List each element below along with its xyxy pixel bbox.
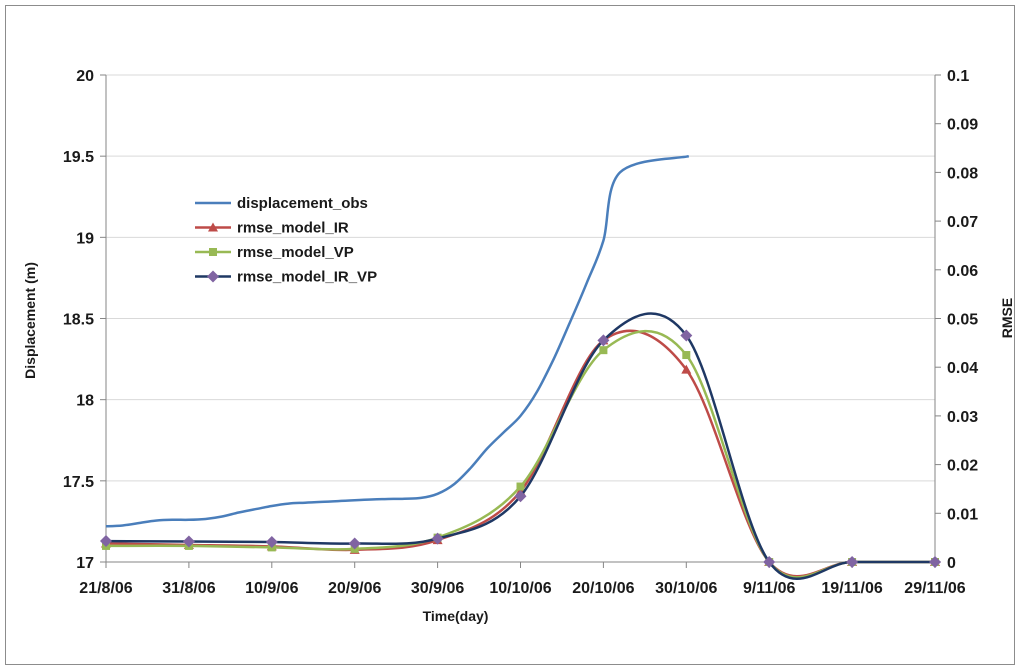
legend-marker-rmse-model-vp — [209, 248, 217, 256]
y2-axis-title: RMSE — [999, 298, 1015, 338]
data-point-rmse-model-ir-vp — [431, 532, 444, 545]
y-tick-label: 19 — [76, 230, 94, 247]
data-point-rmse-model-ir-vp — [680, 329, 693, 342]
y-axis-title: Displacement (m) — [22, 262, 38, 379]
legend-label-rmse-model-ir: rmse_model_IR — [237, 220, 349, 237]
y2-tick-label: 0.03 — [947, 409, 978, 426]
data-point-rmse-model-vp — [516, 482, 525, 491]
y-tick-label: 18.5 — [63, 312, 94, 329]
data-point-rmse-model-ir-vp — [514, 490, 527, 503]
x-tick-label: 10/9/06 — [245, 580, 298, 597]
y2-tick-label: 0.08 — [947, 165, 978, 182]
y-tick-label: 20 — [76, 68, 94, 85]
y2-tick-label: 0.05 — [947, 312, 978, 329]
data-point-rmse-model-ir-vp — [763, 556, 776, 568]
y2-tick-label: 0.01 — [947, 506, 978, 523]
series-line-rmse-model-ir-vp — [105, 312, 935, 580]
series-line-rmse-model-vp — [105, 329, 935, 579]
data-point-rmse-model-ir-vp — [182, 535, 195, 548]
x-tick-label: 19/11/06 — [821, 580, 883, 597]
y2-tick-label: 0.02 — [947, 458, 978, 475]
y2-tick-label: 0 — [947, 555, 956, 572]
x-tick-label: 20/9/06 — [328, 580, 381, 597]
y2-tick-label: 0.1 — [947, 68, 969, 85]
y-tick-label: 17 — [76, 555, 94, 572]
data-point-rmse-model-ir — [681, 364, 692, 374]
data-point-rmse-model-vp — [599, 346, 608, 355]
y2-tick-label: 0.04 — [947, 360, 978, 377]
y-tick-label: 19.5 — [63, 149, 94, 166]
x-tick-label: 10/10/06 — [489, 580, 551, 597]
x-axis-title: Time(day) — [423, 608, 489, 624]
data-point-rmse-model-ir-vp — [597, 334, 610, 347]
data-point-rmse-model-ir-vp — [100, 535, 112, 548]
y-tick-label: 18 — [76, 393, 94, 410]
x-tick-label: 30/10/06 — [655, 580, 717, 597]
legend-marker-rmse-model-ir — [208, 222, 218, 232]
data-point-rmse-model-ir-vp — [265, 536, 278, 549]
y2-tick-label: 0.06 — [947, 263, 978, 280]
legend-label-displacement-obs: displacement_obs — [237, 195, 368, 212]
x-tick-label: 31/8/06 — [162, 580, 215, 597]
data-point-rmse-model-ir-vp — [846, 556, 859, 568]
series-line-displacement-obs — [105, 154, 690, 528]
y-tick-label: 17.5 — [63, 474, 94, 491]
data-point-rmse-model-ir-vp — [929, 556, 941, 568]
y2-tick-label: 0.07 — [947, 214, 978, 231]
x-tick-label: 20/10/06 — [572, 580, 634, 597]
x-tick-label: 9/11/06 — [743, 580, 796, 597]
legend-label-rmse-model-vp: rmse_model_VP — [237, 244, 354, 261]
x-tick-label: 30/9/06 — [411, 580, 464, 597]
x-tick-label: 29/11/06 — [904, 580, 966, 597]
x-tick-label: 21/8/06 — [79, 580, 132, 597]
y2-tick-label: 0.09 — [947, 117, 978, 134]
series-line-rmse-model-ir — [105, 329, 935, 578]
chart-frame — [5, 5, 1015, 665]
data-point-rmse-model-ir-vp — [348, 537, 361, 550]
legend-label-rmse-model-ir-vp: rmse_model_IR_VP — [237, 269, 377, 286]
data-point-rmse-model-vp — [682, 351, 691, 360]
legend-marker-rmse-model-ir-vp — [207, 270, 219, 283]
